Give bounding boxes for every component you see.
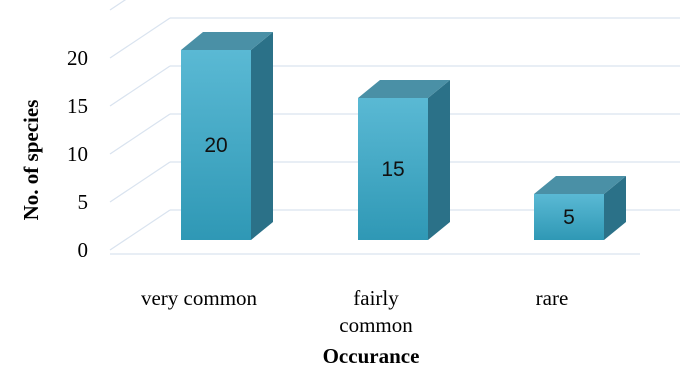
gridline-depth bbox=[109, 113, 171, 155]
gridline-depth bbox=[109, 161, 171, 203]
bar-top bbox=[358, 80, 450, 98]
data-label: 5 bbox=[563, 206, 575, 229]
gridline-depth bbox=[109, 0, 127, 11]
bar-front bbox=[534, 194, 604, 240]
x-category-label: rare bbox=[536, 286, 569, 310]
y-tick-label: 5 bbox=[78, 190, 89, 214]
x-axis-title: Occurance bbox=[323, 344, 420, 368]
x-axis-categories: very common fairly common rare bbox=[141, 286, 568, 337]
bar-front bbox=[181, 50, 251, 240]
x-category-label: very common bbox=[141, 286, 258, 310]
bar-front bbox=[358, 98, 428, 240]
bar-top bbox=[181, 32, 273, 50]
bar: 15 bbox=[358, 80, 450, 240]
gridline-depth bbox=[109, 17, 171, 59]
bar-side bbox=[251, 32, 273, 240]
bar-side bbox=[604, 176, 626, 240]
data-label: 15 bbox=[381, 158, 404, 181]
gridline-depth bbox=[109, 65, 171, 107]
bar-top bbox=[534, 176, 626, 194]
gridline-depth bbox=[109, 209, 171, 251]
y-tick-label: 20 bbox=[67, 46, 88, 70]
y-tick-label: 0 bbox=[78, 238, 89, 262]
y-axis-ticks: 0 5 10 15 20 bbox=[67, 46, 88, 262]
y-tick-label: 10 bbox=[67, 142, 88, 166]
bars: 20 15 5 bbox=[181, 32, 626, 240]
data-label: 20 bbox=[204, 134, 227, 157]
bar: 20 bbox=[181, 32, 273, 240]
y-axis-title: No. of species bbox=[19, 100, 43, 221]
y-tick-label: 15 bbox=[67, 94, 88, 118]
bar: 5 bbox=[534, 176, 626, 240]
x-category-label: fairly common bbox=[339, 286, 413, 337]
bar-side bbox=[428, 80, 450, 240]
